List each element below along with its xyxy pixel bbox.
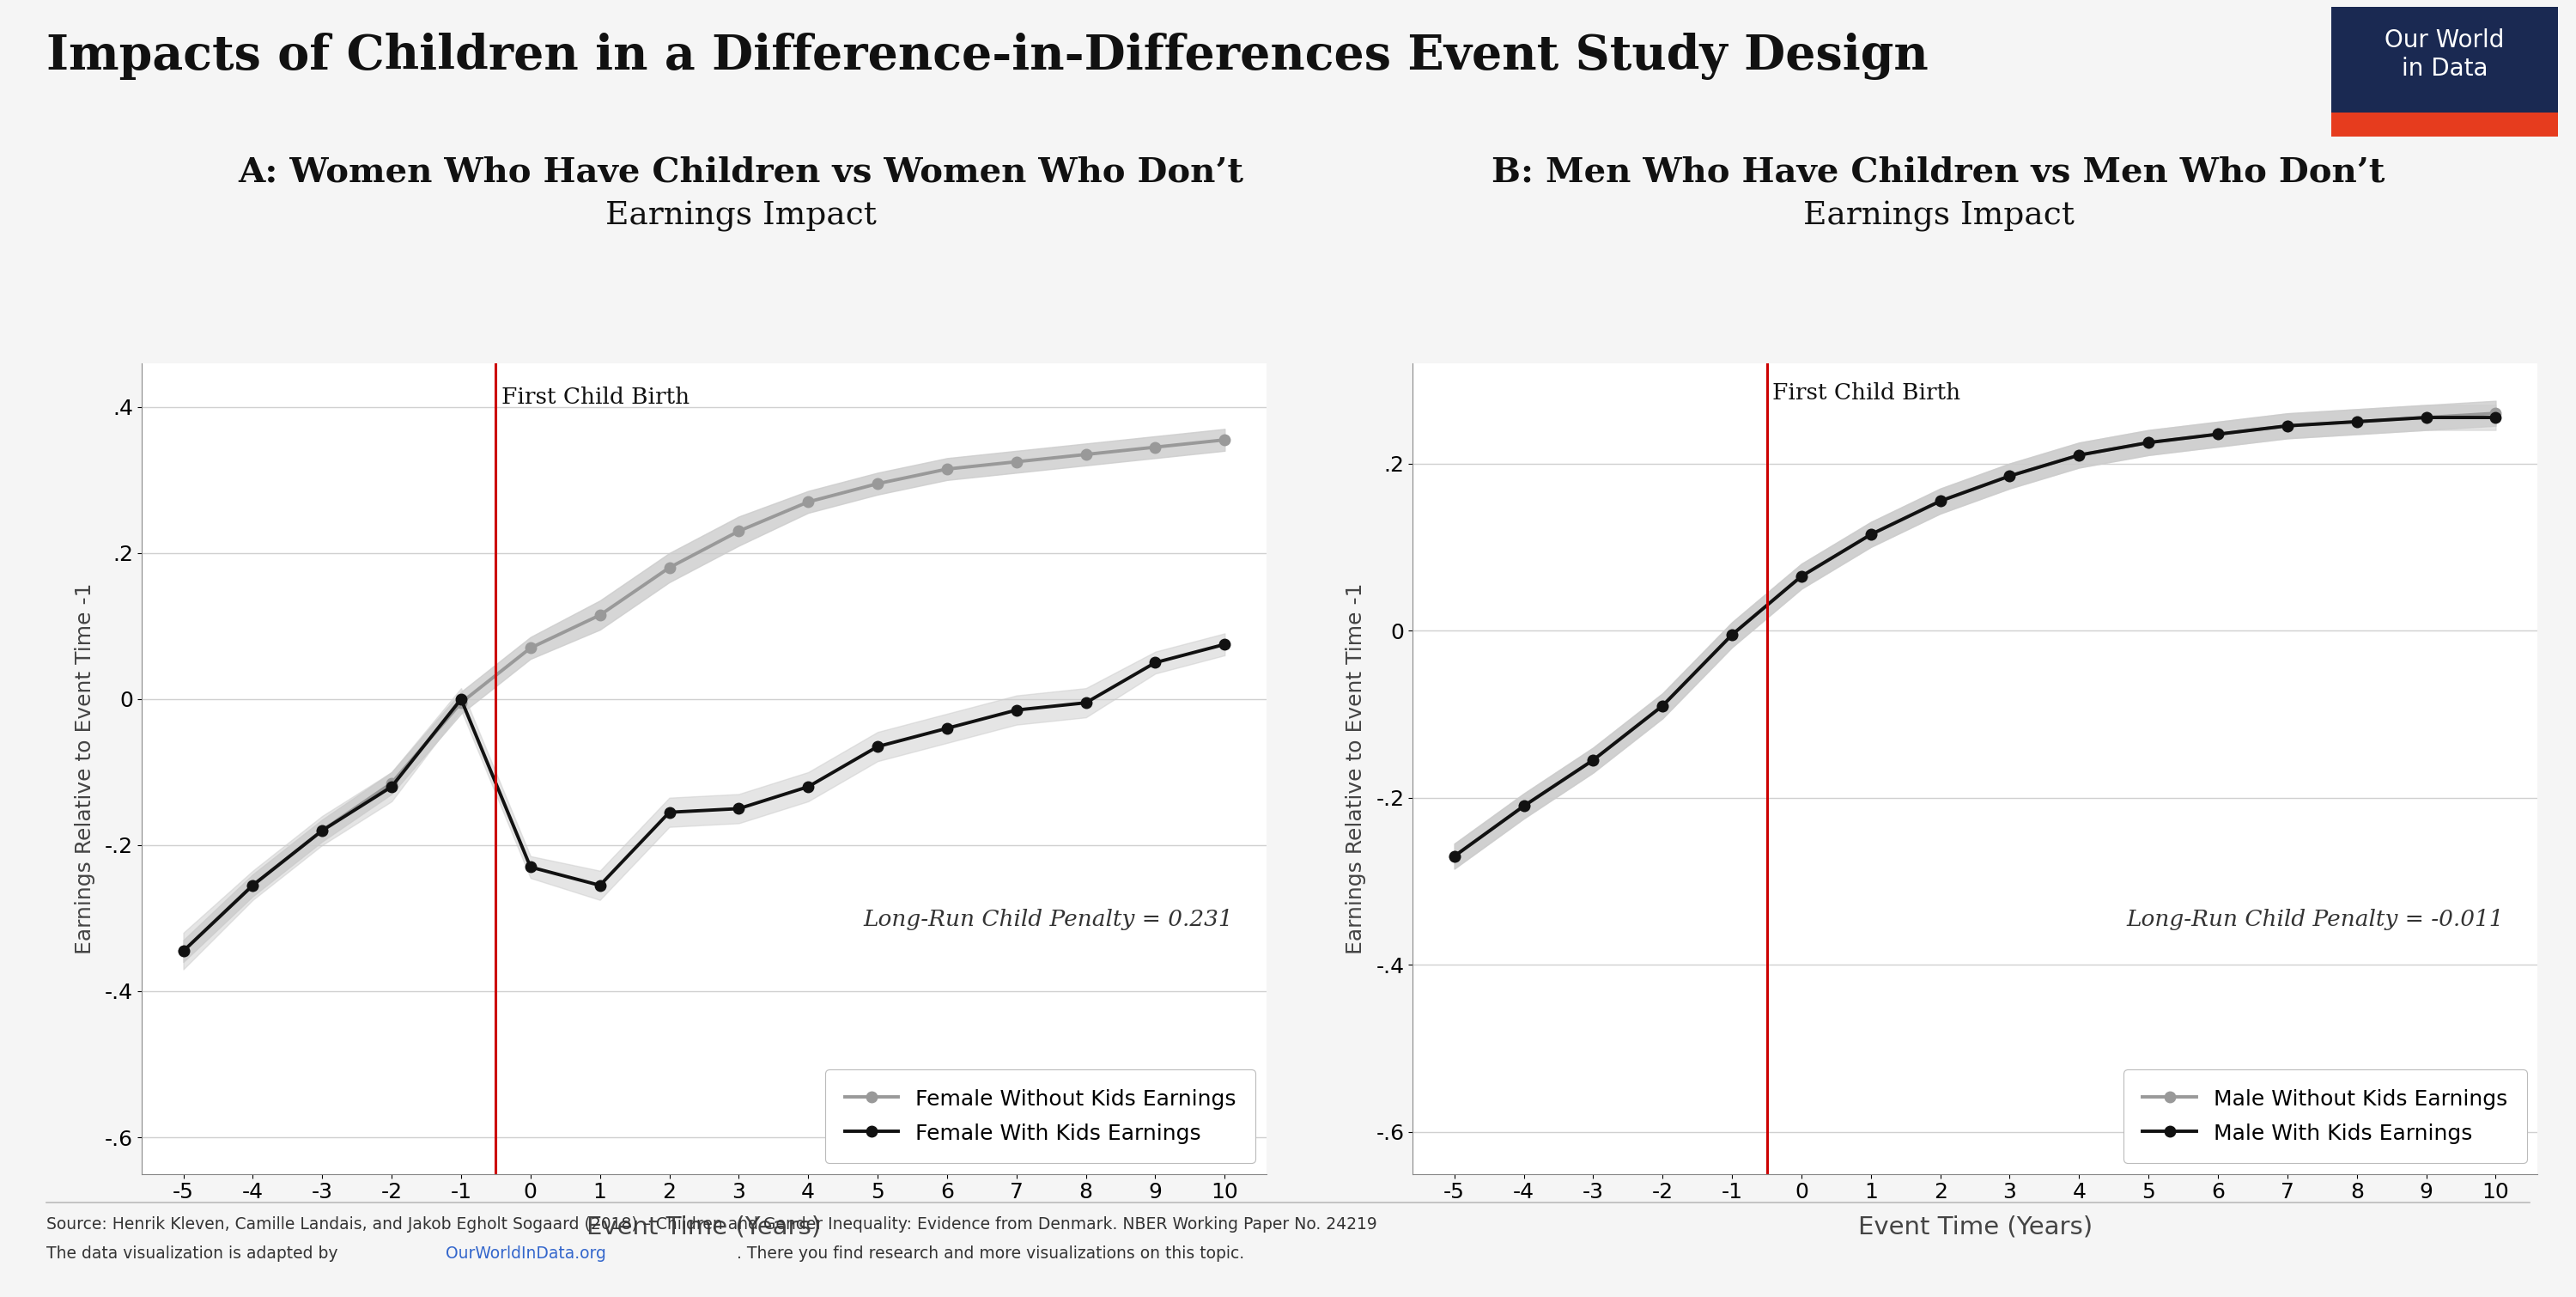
Text: Earnings Impact: Earnings Impact xyxy=(605,201,876,232)
Male Without Kids Earnings xyxy=(2342,414,2372,429)
Male With Kids Earnings xyxy=(1510,798,1540,813)
Male Without Kids Earnings xyxy=(2202,427,2233,442)
Male With Kids Earnings xyxy=(1716,626,1747,642)
Female With Kids Earnings xyxy=(793,779,824,795)
Female With Kids Earnings xyxy=(1002,702,1033,717)
Female Without Kids Earnings xyxy=(307,822,337,838)
Female Without Kids Earnings xyxy=(1072,446,1103,462)
Text: Long-Run Child Penalty = 0.231: Long-Run Child Penalty = 0.231 xyxy=(863,909,1234,931)
Male Without Kids Earnings xyxy=(1440,848,1471,864)
Text: Long-Run Child Penalty = -0.011: Long-Run Child Penalty = -0.011 xyxy=(2125,909,2504,931)
Line: Male With Kids Earnings: Male With Kids Earnings xyxy=(1448,412,2501,861)
Male With Kids Earnings xyxy=(1785,568,1816,584)
Female With Kids Earnings xyxy=(654,804,685,820)
Female With Kids Earnings xyxy=(167,943,198,958)
Line: Male Without Kids Earnings: Male Without Kids Earnings xyxy=(1448,409,2501,861)
Female Without Kids Earnings xyxy=(237,878,268,894)
Text: Our World
in Data: Our World in Data xyxy=(2385,29,2504,80)
Female With Kids Earnings xyxy=(933,721,963,737)
Female Without Kids Earnings xyxy=(933,462,963,477)
Female With Kids Earnings xyxy=(724,800,755,816)
Female With Kids Earnings xyxy=(1139,655,1170,671)
Male Without Kids Earnings xyxy=(1510,798,1540,813)
Bar xyxy=(2331,6,2558,113)
Male With Kids Earnings xyxy=(1646,698,1677,713)
Male Without Kids Earnings xyxy=(2411,410,2442,425)
Female Without Kids Earnings xyxy=(1139,440,1170,455)
Female Without Kids Earnings xyxy=(1002,454,1033,470)
Male With Kids Earnings xyxy=(1924,493,1955,508)
Male Without Kids Earnings xyxy=(1577,752,1607,768)
X-axis label: Event Time (Years): Event Time (Years) xyxy=(1857,1215,2092,1239)
Female With Kids Earnings xyxy=(1208,637,1239,652)
Text: The data visualization is adapted by: The data visualization is adapted by xyxy=(46,1245,343,1262)
Male With Kids Earnings xyxy=(2133,434,2164,450)
Male Without Kids Earnings xyxy=(1994,468,2025,484)
Text: Source: Henrik Kleven, Camille Landais, and Jakob Egholt Sogaard (2018) – Childr: Source: Henrik Kleven, Camille Landais, … xyxy=(46,1217,1378,1233)
Female Without Kids Earnings xyxy=(793,494,824,510)
Female With Kids Earnings xyxy=(515,860,546,875)
Male With Kids Earnings xyxy=(2481,410,2512,425)
Male With Kids Earnings xyxy=(1440,848,1471,864)
Female Without Kids Earnings xyxy=(446,695,477,711)
Text: Earnings Impact: Earnings Impact xyxy=(1803,201,2074,232)
Female With Kids Earnings xyxy=(237,878,268,894)
Line: Female Without Kids Earnings: Female Without Kids Earnings xyxy=(178,434,1231,956)
Female With Kids Earnings xyxy=(1072,695,1103,711)
Male Without Kids Earnings xyxy=(1716,626,1747,642)
Male Without Kids Earnings xyxy=(2481,406,2512,422)
Male Without Kids Earnings xyxy=(2133,434,2164,450)
Text: First Child Birth: First Child Birth xyxy=(1772,381,1960,403)
Text: B: Men Who Have Children vs Men Who Don’t: B: Men Who Have Children vs Men Who Don’… xyxy=(1492,156,2385,188)
Text: . There you find research and more visualizations on this topic.: . There you find research and more visua… xyxy=(737,1245,1244,1262)
Male Without Kids Earnings xyxy=(1855,527,1886,542)
Female With Kids Earnings xyxy=(863,739,894,755)
X-axis label: Event Time (Years): Event Time (Years) xyxy=(587,1215,822,1239)
Male With Kids Earnings xyxy=(1855,527,1886,542)
Male With Kids Earnings xyxy=(1577,752,1607,768)
Female Without Kids Earnings xyxy=(376,776,407,791)
Male With Kids Earnings xyxy=(2202,427,2233,442)
Female Without Kids Earnings xyxy=(515,641,546,656)
Male With Kids Earnings xyxy=(2063,447,2094,463)
Female Without Kids Earnings xyxy=(724,524,755,540)
Text: First Child Birth: First Child Birth xyxy=(502,387,690,409)
Female Without Kids Earnings xyxy=(654,560,685,576)
Female Without Kids Earnings xyxy=(863,476,894,492)
Female Without Kids Earnings xyxy=(585,607,616,623)
Male Without Kids Earnings xyxy=(1646,698,1677,713)
Male With Kids Earnings xyxy=(2411,410,2442,425)
Male Without Kids Earnings xyxy=(1924,493,1955,508)
Male Without Kids Earnings xyxy=(1785,568,1816,584)
Female With Kids Earnings xyxy=(446,691,477,707)
Text: OurWorldInData.org: OurWorldInData.org xyxy=(446,1245,605,1262)
Male With Kids Earnings xyxy=(2272,418,2303,433)
Female With Kids Earnings xyxy=(376,779,407,795)
Female Without Kids Earnings xyxy=(1208,432,1239,447)
Bar xyxy=(2331,113,2558,136)
Male Without Kids Earnings xyxy=(2063,447,2094,463)
Female With Kids Earnings xyxy=(307,822,337,838)
Female With Kids Earnings xyxy=(585,878,616,894)
Y-axis label: Earnings Relative to Event Time -1: Earnings Relative to Event Time -1 xyxy=(75,582,95,955)
Legend: Male Without Kids Earnings, Male With Kids Earnings: Male Without Kids Earnings, Male With Ki… xyxy=(2123,1069,2527,1163)
Text: Impacts of Children in a Difference-in-Differences Event Study Design: Impacts of Children in a Difference-in-D… xyxy=(46,32,1929,79)
Line: Female With Kids Earnings: Female With Kids Earnings xyxy=(178,639,1231,956)
Female Without Kids Earnings xyxy=(167,943,198,958)
Male Without Kids Earnings xyxy=(2272,418,2303,433)
Male With Kids Earnings xyxy=(2342,414,2372,429)
Text: A: Women Who Have Children vs Women Who Don’t: A: Women Who Have Children vs Women Who … xyxy=(237,156,1244,188)
Legend: Female Without Kids Earnings, Female With Kids Earnings: Female Without Kids Earnings, Female Wit… xyxy=(824,1069,1255,1163)
Male With Kids Earnings xyxy=(1994,468,2025,484)
Y-axis label: Earnings Relative to Event Time -1: Earnings Relative to Event Time -1 xyxy=(1345,582,1365,955)
